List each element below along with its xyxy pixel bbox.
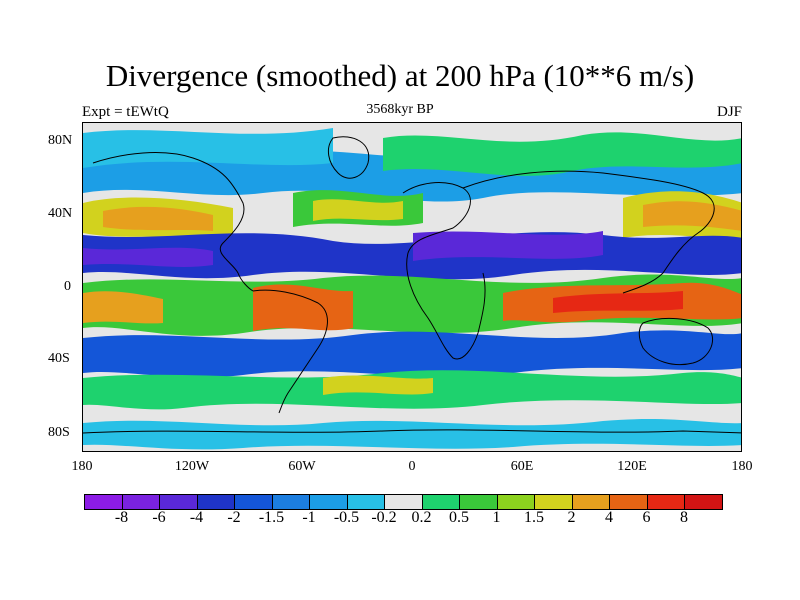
ytick-label: 80S [48, 425, 70, 440]
field-subtrop-deep-2 [413, 231, 603, 261]
colorbar-label: 1.5 [524, 509, 544, 526]
colorbar-cell [496, 494, 535, 510]
colorbar-cell [346, 494, 385, 510]
chart-title: Divergence (smoothed) at 200 hPa (10**6 … [105, 58, 695, 93]
season-label: DJF [716, 104, 742, 120]
colorbar-label: -0.2 [371, 509, 397, 526]
experiment-label: Expt = tEWtQ [82, 104, 169, 120]
colorbar-label: 4 [605, 509, 613, 526]
ytick-label: 0 [64, 279, 71, 294]
australia-coast [638, 318, 713, 366]
field-north-cyan [83, 128, 333, 168]
antarctica-coast [83, 429, 741, 434]
xtick-label: 120W [174, 459, 210, 474]
north-america-coast [92, 152, 254, 292]
colorbar-cell [271, 494, 310, 510]
field-sh-blue [83, 330, 741, 378]
colorbar-cell [384, 494, 423, 510]
field-nh-orange [103, 206, 213, 231]
colorbar-label: -0.5 [333, 509, 360, 526]
colorbar-cell [459, 494, 498, 510]
colorbar-label: -6 [152, 509, 166, 526]
colorbar-label: 0.2 [411, 509, 432, 526]
time-label: 3568kyr BP [366, 102, 434, 117]
asia-coast [462, 170, 715, 294]
map-svg [83, 123, 741, 451]
colorbar-cell [534, 494, 573, 510]
coastlines [83, 136, 741, 434]
ytick-label: 40N [48, 206, 73, 221]
field-north-green [383, 132, 741, 176]
field-east-pac-orange [83, 291, 163, 324]
xtick-label: 180 [731, 459, 753, 474]
colorbar-label: -4 [189, 509, 204, 526]
colorbar-cell [684, 494, 723, 510]
ytick-label: 80N [48, 133, 73, 148]
colorbar-cell [196, 494, 235, 510]
xtick-label: 120E [617, 459, 647, 474]
xtick-label: 180 [71, 459, 93, 474]
colorbar-cell [609, 494, 648, 510]
colorbar-label: -8 [114, 509, 129, 526]
field-atl-yellow [313, 199, 403, 221]
ytick-label: 40S [48, 351, 70, 366]
south-america-coast [252, 289, 328, 414]
colorbar-cell [234, 494, 273, 510]
colorbar-cell [159, 494, 198, 510]
colorbar-label: -1.5 [258, 509, 285, 526]
xtick-label: 60W [288, 459, 316, 474]
colorbar-cell [646, 494, 685, 510]
colorbar-cell [121, 494, 160, 510]
greenland-coast [327, 136, 370, 179]
colorbar-cell [571, 494, 610, 510]
field-equator-orange-sa [253, 284, 353, 331]
colorbar-label: 1 [492, 509, 501, 526]
colorbar-label: -1 [302, 509, 316, 526]
colorbar-cell [309, 494, 348, 510]
field-antarctic-cyan [83, 419, 741, 450]
field-pac-orange [643, 201, 741, 231]
field-equator-red-io [553, 291, 683, 313]
divergence-map [82, 122, 742, 452]
colorbar-label: 2 [567, 509, 576, 526]
colorbar-cell [421, 494, 460, 510]
xtick-label: 60E [510, 459, 534, 474]
colorbar-label: 0.5 [449, 509, 469, 526]
field-subtrop-deep [83, 247, 213, 267]
xtick-label: 0 [408, 459, 416, 474]
field-sh-yellow [323, 375, 433, 395]
colorbar-label: 6 [642, 509, 651, 526]
colorbar-cell [84, 494, 123, 510]
colorbar-label: -2 [227, 509, 241, 526]
colorbar-label: 8 [680, 509, 688, 526]
colorbar [84, 494, 723, 510]
